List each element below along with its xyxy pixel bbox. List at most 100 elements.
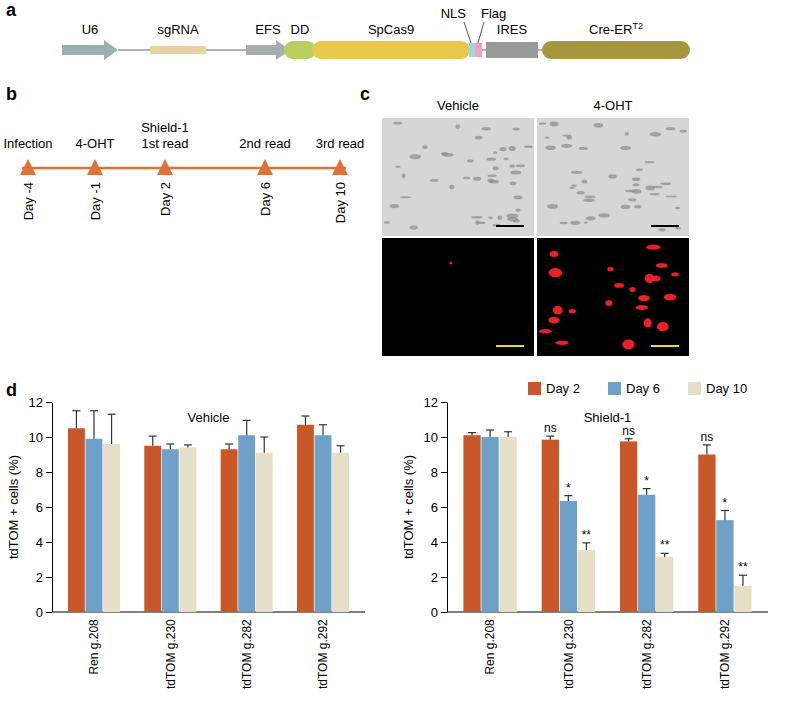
bar	[103, 444, 120, 612]
timeline-day: Day -4	[21, 182, 36, 220]
y-tick-mark	[46, 612, 52, 613]
error-bar	[319, 425, 327, 436]
significance-label: ns	[544, 421, 557, 435]
fluorescent-cell	[553, 306, 563, 315]
fluorescent-cell	[539, 329, 552, 333]
error-bar-stem	[246, 420, 247, 435]
error-bar	[260, 437, 268, 453]
construct-element	[486, 42, 538, 58]
y-tick: 2	[431, 570, 447, 585]
fluorescent-cell	[550, 251, 559, 257]
cell-shape	[463, 177, 470, 180]
cell-shape	[402, 173, 406, 178]
error-bar-cap	[504, 431, 512, 432]
fluorescent-cell	[664, 294, 677, 301]
bar	[463, 435, 480, 612]
error-bar	[166, 444, 174, 449]
error-bar	[243, 420, 251, 435]
y-tick-label: 4	[431, 535, 438, 550]
y-tick-mark	[441, 402, 447, 403]
y-tick-mark	[441, 437, 447, 438]
figure-svg: abcdU6sgRNAEFSDDSpCas9NLSFlagIRESCre-ERT…	[0, 0, 788, 705]
y-tick-label: 2	[36, 570, 43, 585]
fluorescent-cell	[555, 341, 569, 345]
cell-shape	[569, 187, 574, 189]
cell-shape	[652, 186, 662, 188]
plot-area	[68, 411, 349, 612]
y-tick-mark	[441, 542, 447, 543]
error-bar-stem	[742, 575, 743, 586]
construct-label-text: NLS	[441, 6, 467, 21]
error-bar-cap	[72, 410, 80, 411]
cell-shape	[633, 183, 640, 186]
cell-shape	[634, 205, 641, 208]
cell-shape	[422, 145, 428, 149]
error-bar	[90, 411, 98, 439]
cell-shape	[545, 145, 555, 150]
significance-label: *	[723, 496, 728, 510]
error-bar-stem	[152, 436, 153, 446]
error-bar	[225, 444, 233, 449]
construct-label-text: sgRNA	[157, 22, 199, 37]
timeline-marker	[20, 159, 36, 175]
error-bar-cap	[564, 495, 572, 496]
fluorescence-image	[537, 238, 689, 356]
fluorescent-cell	[657, 322, 669, 331]
significance-label: ns	[622, 424, 635, 438]
significance-label: *	[566, 481, 571, 495]
cell-shape	[582, 179, 588, 183]
cell-shape	[493, 151, 497, 154]
construct-label: NLS	[441, 6, 467, 21]
error-bar	[184, 445, 192, 448]
cell-shape	[665, 195, 677, 197]
error-bar-stem	[489, 430, 490, 437]
construct-element	[469, 43, 475, 57]
cell-shape	[473, 177, 481, 181]
cell-shape	[571, 171, 583, 174]
error-bar-stem	[586, 543, 587, 550]
panel-label: c	[360, 84, 370, 104]
error-bar-cap	[739, 575, 747, 576]
x-tick-label: tdTOM g.282	[240, 619, 254, 689]
error-bar-cap	[90, 410, 98, 411]
cell-shape	[666, 127, 676, 130]
bar	[256, 453, 273, 612]
y-tick: 0	[431, 605, 447, 620]
legend-label: Day 2	[546, 381, 580, 396]
x-tick-label: Ren g.208	[87, 619, 101, 675]
error-bar	[337, 446, 345, 453]
bar	[332, 453, 349, 612]
x-tick: Ren g.208	[87, 612, 101, 675]
error-bar-stem	[322, 425, 323, 436]
fluorescent-cell	[651, 276, 661, 282]
axis-line	[52, 403, 53, 613]
axis-line	[447, 403, 448, 613]
construct-label-text: SpCas9	[368, 22, 414, 37]
cell-shape	[583, 198, 595, 202]
cell-shape	[636, 169, 643, 172]
cell-shape	[395, 166, 400, 168]
construct-label: Cre-ERT2	[589, 21, 643, 37]
y-tick-label: 0	[36, 605, 43, 620]
fluorescence-image	[382, 238, 534, 356]
bar-chart: 024681012Ren g.208tdTOM g.230tdTOM g.282…	[6, 395, 365, 689]
error-bar-cap	[721, 510, 729, 511]
error-bar-cap	[337, 445, 345, 446]
bar	[542, 440, 559, 612]
y-tick: 12	[424, 395, 447, 410]
construct-element	[475, 43, 482, 57]
timeline-marker	[257, 159, 273, 175]
error-bar	[582, 543, 590, 550]
cell-shape	[393, 122, 402, 125]
cell-shape	[400, 196, 411, 198]
cell-shape	[489, 180, 498, 184]
construct-element	[312, 41, 470, 59]
bar-chart: 024681012Ren g.208tdTOM g.230tdTOM g.282…	[401, 381, 768, 689]
cell-shape	[513, 127, 520, 130]
timeline-day: Day 2	[158, 182, 173, 216]
error-bar-stem	[568, 496, 569, 501]
cell-shape	[550, 122, 559, 127]
cell-shape	[625, 190, 636, 193]
y-tick-mark	[46, 507, 52, 508]
timeline-line	[22, 167, 346, 170]
